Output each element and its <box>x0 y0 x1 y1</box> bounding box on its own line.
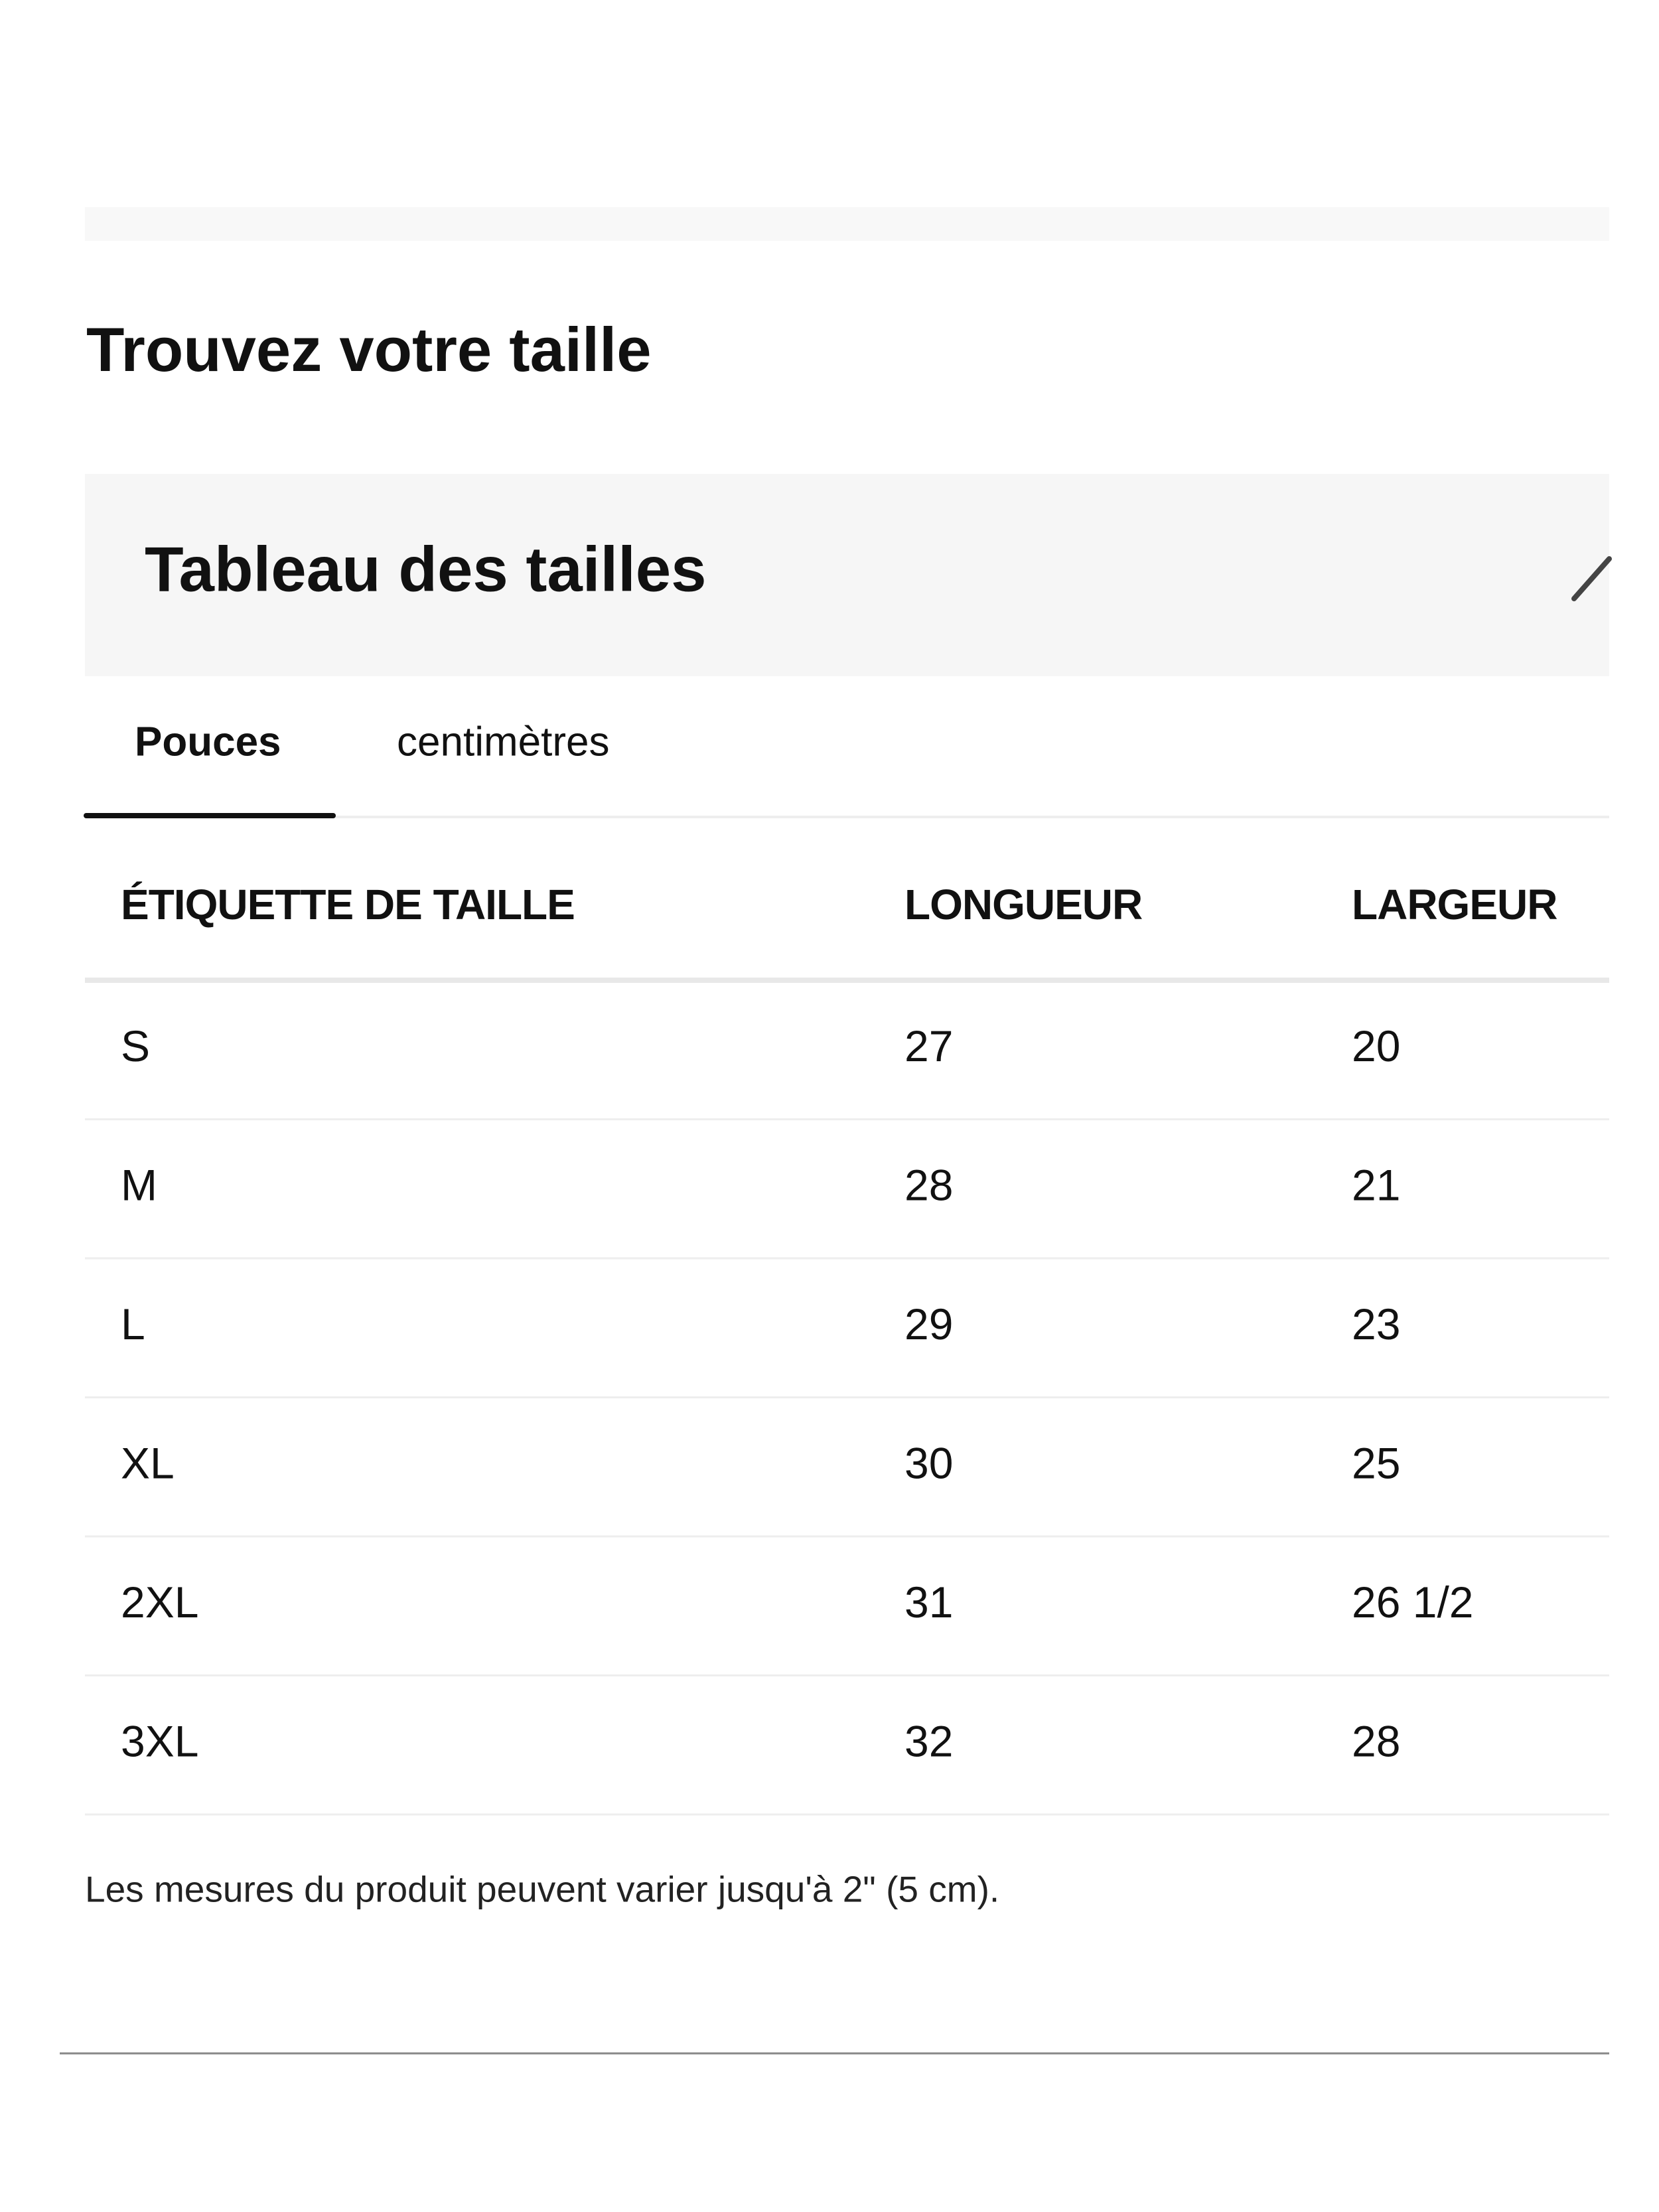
tab[interactable]: centimètres <box>397 719 609 765</box>
table-cell: 31 <box>904 1578 953 1627</box>
table-cell: 28 <box>1352 1717 1400 1766</box>
table-cell: 28 <box>904 1161 953 1210</box>
table-cell: 3XL <box>121 1717 198 1766</box>
table-cell: 20 <box>1352 1021 1400 1070</box>
table-cell: 21 <box>1352 1161 1400 1210</box>
table-cell: 23 <box>1352 1299 1400 1349</box>
top-strip <box>85 207 1609 241</box>
heading: Trouvez votre taille <box>86 315 652 384</box>
table-cell: 32 <box>904 1717 953 1766</box>
table-cell: 27 <box>904 1021 953 1070</box>
column-header: ÉTIQUETTE DE TAILLE <box>121 881 575 928</box>
size-table: ÉTIQUETTE DE TAILLE LONGUEUR LARGEUR S 27 20 M… <box>85 881 1609 1816</box>
table-cell: S <box>121 1021 150 1070</box>
table-cell: 29 <box>904 1299 953 1349</box>
table-cell: M <box>121 1161 157 1210</box>
tab[interactable]: Pouces <box>135 719 281 765</box>
table-cell: 26 1/2 <box>1352 1578 1474 1627</box>
panel-header[interactable] <box>85 474 1609 676</box>
note: Les mesures du produit peuvent varier ju… <box>85 1869 999 1910</box>
table-cell: L <box>121 1299 145 1349</box>
column-header: LARGEUR <box>1352 881 1557 928</box>
table-cell: 30 <box>904 1439 953 1488</box>
panel-icon <box>1571 556 1612 601</box>
column-header: LONGUEUR <box>904 881 1142 928</box>
table-cell: XL <box>121 1439 175 1488</box>
table-cell: 2XL <box>121 1578 198 1627</box>
table-cell: 25 <box>1352 1439 1400 1488</box>
panel-title: Tableau des tailles <box>145 534 707 605</box>
